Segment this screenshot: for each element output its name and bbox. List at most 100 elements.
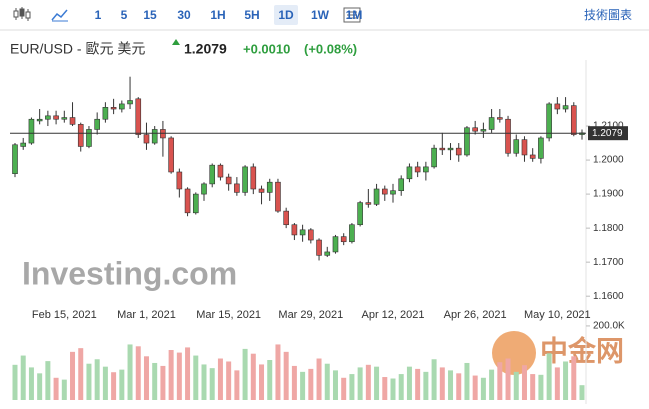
- volume-bar: [20, 355, 26, 400]
- volume-bar: [283, 351, 289, 400]
- volume-bar: [86, 363, 92, 400]
- volume-bar: [357, 367, 363, 400]
- candle-body: [53, 115, 59, 120]
- candle-body: [160, 129, 166, 139]
- candle-body: [365, 202, 372, 205]
- candle-body: [77, 124, 84, 147]
- volume-bar: [152, 362, 158, 400]
- candle-body: [414, 166, 421, 173]
- volume-bar: [234, 370, 240, 400]
- x-tick-label: Apr 26, 2021: [444, 309, 507, 321]
- candle-body: [45, 115, 51, 120]
- volume-bar: [37, 373, 43, 400]
- menu-icon[interactable]: [343, 7, 361, 23]
- candle-body: [61, 117, 68, 120]
- volume-bar: [439, 367, 445, 400]
- y-tick-label: 1.2100: [593, 121, 624, 132]
- interval-button[interactable]: 15: [143, 8, 157, 22]
- volume-bar: [530, 374, 536, 400]
- x-tick-label: Mar 29, 2021: [278, 309, 343, 321]
- volume-bar: [45, 361, 51, 400]
- volume-bar: [111, 372, 117, 400]
- volume-bar: [579, 385, 585, 400]
- interval-button[interactable]: 30: [177, 8, 191, 22]
- volume-bar: [308, 368, 314, 400]
- volume-bar: [472, 375, 478, 400]
- volume-bar: [226, 361, 232, 400]
- volume-bar: [135, 346, 141, 400]
- volume-bar: [489, 369, 495, 400]
- candle-body: [135, 98, 142, 135]
- candle-body: [94, 118, 100, 130]
- instrument-title: EUR/USD - 歐元 美元: [10, 41, 145, 57]
- volume-bar: [70, 351, 76, 400]
- interval-button[interactable]: 1M: [346, 8, 363, 22]
- candle-body: [357, 202, 363, 226]
- candle-body: [562, 105, 569, 110]
- candle-body: [398, 178, 405, 191]
- candle-body: [340, 236, 347, 243]
- volume-bar: [242, 348, 248, 400]
- menu-link[interactable]: 技術圖表: [584, 8, 632, 22]
- candle-body: [308, 229, 314, 241]
- candle-body: [455, 147, 462, 156]
- change-pct: (+0.08%): [304, 41, 357, 56]
- interval-button[interactable]: 1H: [210, 8, 225, 22]
- candle-icon[interactable]: [13, 7, 31, 21]
- interval-button[interactable]: 5: [121, 8, 128, 22]
- change: +0.0010: [243, 41, 290, 56]
- last-price-tag: [588, 126, 628, 141]
- candle-body: [258, 188, 265, 193]
- candle-body: [201, 183, 207, 195]
- candle-body: [217, 164, 224, 178]
- volume-bar: [316, 358, 322, 400]
- volume-bar: [250, 353, 256, 400]
- volume-bar: [324, 363, 330, 400]
- volume-bar: [332, 370, 338, 400]
- interval-button[interactable]: 1D: [278, 8, 294, 22]
- y-tick-label: 1.1600: [593, 291, 624, 302]
- volume-bar: [168, 350, 174, 400]
- volume-bar: [119, 369, 125, 400]
- candle-body: [209, 164, 216, 185]
- volume-bar: [94, 359, 100, 400]
- candle-body: [513, 139, 520, 154]
- volume-bar: [349, 374, 355, 400]
- volume-bar: [176, 352, 182, 400]
- volume-bar: [365, 364, 371, 400]
- volume-bar: [209, 368, 215, 400]
- line-icon[interactable]: [51, 9, 68, 21]
- candle-body: [127, 100, 133, 105]
- volume-bar: [390, 378, 396, 400]
- interval-button[interactable]: 1W: [311, 8, 330, 22]
- candle-body: [143, 134, 150, 144]
- volume-bar: [497, 362, 503, 400]
- watermark-2: 中金网: [540, 334, 624, 366]
- candle-body: [521, 139, 528, 156]
- toolbar: [0, 0, 649, 30]
- x-tick-label: Mar 1, 2021: [117, 309, 176, 321]
- candle-body: [373, 188, 380, 205]
- volume-bar: [160, 365, 166, 400]
- volume-bar: [382, 377, 388, 400]
- interval-button[interactable]: 5H: [244, 8, 259, 22]
- interval-button[interactable]: 1: [95, 8, 102, 22]
- volume-bar: [300, 371, 306, 400]
- candle-body: [225, 176, 232, 185]
- candle-body: [176, 171, 183, 190]
- candle-body: [151, 129, 158, 144]
- candle-body: [291, 224, 298, 236]
- volume-bar: [102, 366, 108, 400]
- candle-body: [505, 118, 511, 154]
- y-tick-label: 1.2000: [593, 155, 624, 166]
- candle-body: [472, 127, 478, 132]
- candle-body: [102, 107, 109, 120]
- volume-bar: [571, 356, 577, 400]
- candle-body: [570, 105, 577, 135]
- volume-bar: [374, 366, 380, 400]
- y-tick-label: 1.1800: [593, 223, 624, 234]
- x-tick-label: Apr 12, 2021: [362, 309, 425, 321]
- candle-body: [242, 166, 248, 193]
- candle-body: [299, 229, 306, 236]
- volume-bar: [513, 371, 519, 400]
